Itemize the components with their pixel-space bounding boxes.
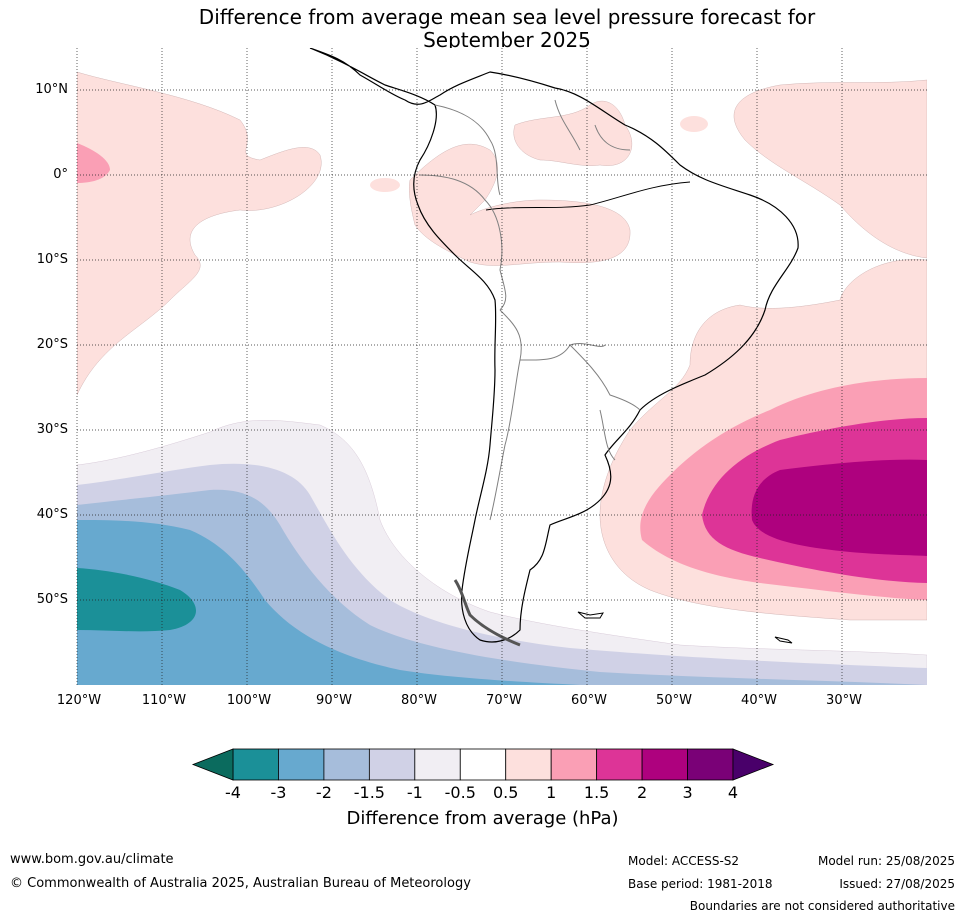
falkland-islands <box>577 611 604 619</box>
colorbar-swatch <box>641 748 688 781</box>
lon-label-90w: 90°W <box>316 693 352 708</box>
map-title: Difference from average mean sea level p… <box>0 6 965 52</box>
border-paraguay <box>569 344 641 411</box>
colorbar-swatch <box>596 748 643 781</box>
lon-label-30w: 30°W <box>826 693 862 708</box>
colorbar-tick-label: 3 <box>682 783 693 802</box>
colorbar-tick-label: -3 <box>270 783 287 802</box>
colorbar-tick-label: 0.5 <box>492 783 519 802</box>
disclaimer-text: Boundaries are not considered authoritat… <box>689 899 955 913</box>
coastlines <box>309 48 799 647</box>
lat-label-0: 0° <box>53 167 68 182</box>
colorbar-tick-label: -1.5 <box>353 783 385 802</box>
colorbar-tick-label: -4 <box>225 783 241 802</box>
base-period-text: Base period: 1981-2018 <box>628 877 773 891</box>
colorbar-swatch <box>414 748 461 781</box>
colorbar-swatch <box>323 748 370 781</box>
lon-label-110w: 110°W <box>141 693 187 708</box>
lon-label-80w: 80°W <box>401 693 437 708</box>
issued-text: Issued: 27/08/2025 <box>839 877 955 891</box>
colorbar-swatch <box>232 748 279 781</box>
lon-label-70w: 70°W <box>486 693 522 708</box>
lat-label-40s: 40°S <box>36 507 68 522</box>
anomaly-negative-2 <box>77 520 580 685</box>
anomaly-positive-0.5-north-atlantic <box>733 79 927 259</box>
website-link[interactable]: www.bom.gov.au/climate <box>10 852 174 867</box>
border-peru-brazil <box>484 199 507 311</box>
lat-label-30s: 30°S <box>36 422 68 437</box>
south-america-coastline <box>309 48 799 643</box>
title-line-1: Difference from average mean sea level p… <box>198 5 816 29</box>
colorbar-tick-label: -2 <box>315 783 332 802</box>
anomaly-positive-0.5-guiana <box>513 100 633 166</box>
colorbar-swatch <box>368 748 416 781</box>
anomaly-positive-0.5-small <box>370 178 400 192</box>
colorbar-tick-label: 1.5 <box>583 783 610 802</box>
anomaly-field <box>77 48 927 685</box>
border-ecuador <box>419 174 486 201</box>
lat-label-20s: 20°S <box>36 337 68 352</box>
gridlines <box>76 48 927 685</box>
lat-label-50s: 50°S <box>36 592 68 607</box>
colorbar-swatches <box>191 748 775 781</box>
colorbar-tick-label: 1 <box>546 783 557 802</box>
colorbar-label: Difference from average (hPa) <box>346 808 619 829</box>
anomaly-negative-3 <box>77 568 197 632</box>
colorbar-tick-label: -1 <box>406 783 423 802</box>
anomaly-positive-1-pacific <box>77 143 110 183</box>
anomaly-positive-0.5-atlantic-small <box>680 116 708 132</box>
copyright-text: © Commonwealth of Australia 2025, Austra… <box>10 876 471 891</box>
title-line-2: September 2025 <box>423 28 591 52</box>
lon-label-40w: 40°W <box>741 693 777 708</box>
border-suriname <box>594 124 631 151</box>
lon-label-120w: 120°W <box>56 693 102 708</box>
border-bolivia <box>499 309 606 361</box>
anomaly-positive-0.5-pacific <box>77 71 322 396</box>
lon-label-100w: 100°W <box>226 693 272 708</box>
colorbar-tick-label: -0.5 <box>444 783 476 802</box>
country-borders <box>419 99 641 521</box>
model-run-text: Model run: 25/08/2025 <box>817 854 955 868</box>
amazon-river <box>485 181 691 211</box>
anomaly-positive-2 <box>751 459 927 556</box>
colorbar-tick-label: 2 <box>636 783 648 802</box>
colorbar-swatch <box>505 748 552 781</box>
lon-label-60w: 60°W <box>571 693 607 708</box>
colorbar-swatch <box>550 748 598 781</box>
border-colombia-venezuela <box>434 104 501 196</box>
model-text: Model: ACCESS-S2 <box>628 854 740 868</box>
south-georgia <box>774 636 793 644</box>
colorbar-swatch <box>459 748 507 781</box>
colorbar-swatch <box>278 748 325 781</box>
lat-label-10n: 10°N <box>35 82 68 97</box>
colorbar-under-arrow <box>191 748 234 781</box>
lat-label-10s: 10°S <box>36 252 68 267</box>
border-chile-argentina <box>489 359 521 521</box>
colorbar-swatch <box>687 748 734 781</box>
colorbar-tick-label: 4 <box>727 783 739 802</box>
colorbar-over-arrow <box>732 748 775 781</box>
border-uruguay <box>599 409 616 461</box>
chile-fjords <box>453 579 521 647</box>
border-guyana <box>554 99 581 151</box>
lon-label-50w: 50°W <box>656 693 692 708</box>
